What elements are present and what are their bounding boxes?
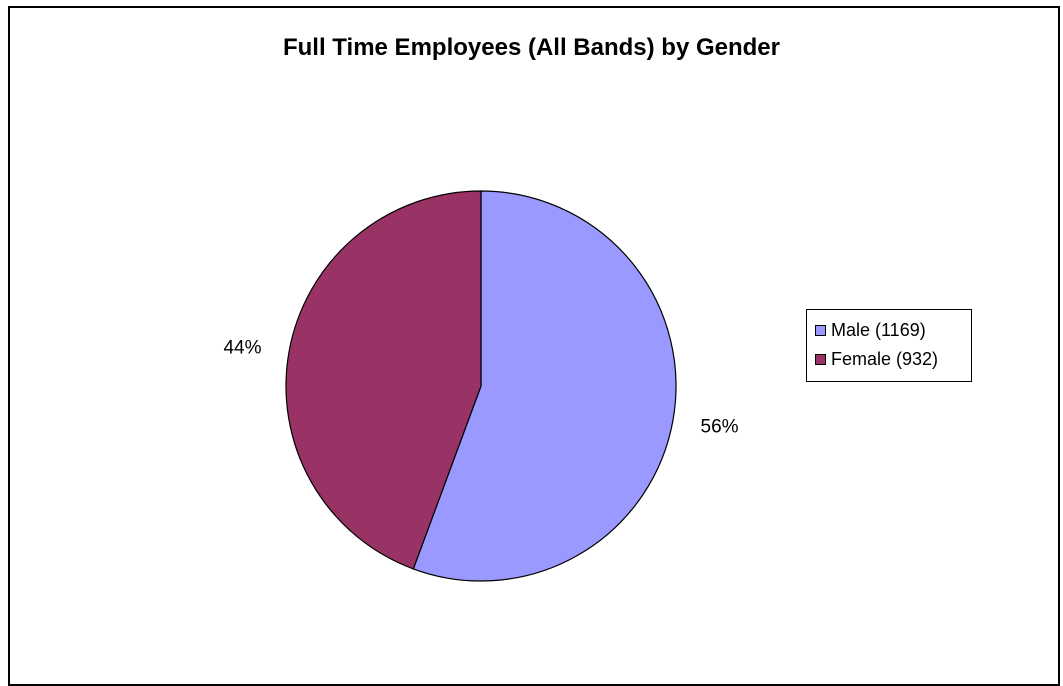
pie-slice-male [412, 190, 677, 582]
data-label-male: 56% [701, 416, 739, 437]
legend-item-female: Female (932) [815, 347, 938, 371]
pie-labels: 56% 44% [223, 338, 738, 438]
pie-slice-female [285, 190, 482, 570]
legend-swatch-female [815, 353, 826, 365]
legend-item-male: Male (1169) [815, 318, 926, 342]
legend: Male (1169) Female (932) [806, 309, 972, 382]
legend-swatch-male [815, 324, 826, 336]
data-label-female: 44% [223, 338, 261, 359]
pie-slices [285, 190, 677, 582]
chart-title: Full Time Employees (All Bands) by Gende… [282, 34, 780, 61]
legend-label-female: Female (932) [831, 348, 939, 369]
legend-label-male: Male (1169) [831, 319, 926, 340]
